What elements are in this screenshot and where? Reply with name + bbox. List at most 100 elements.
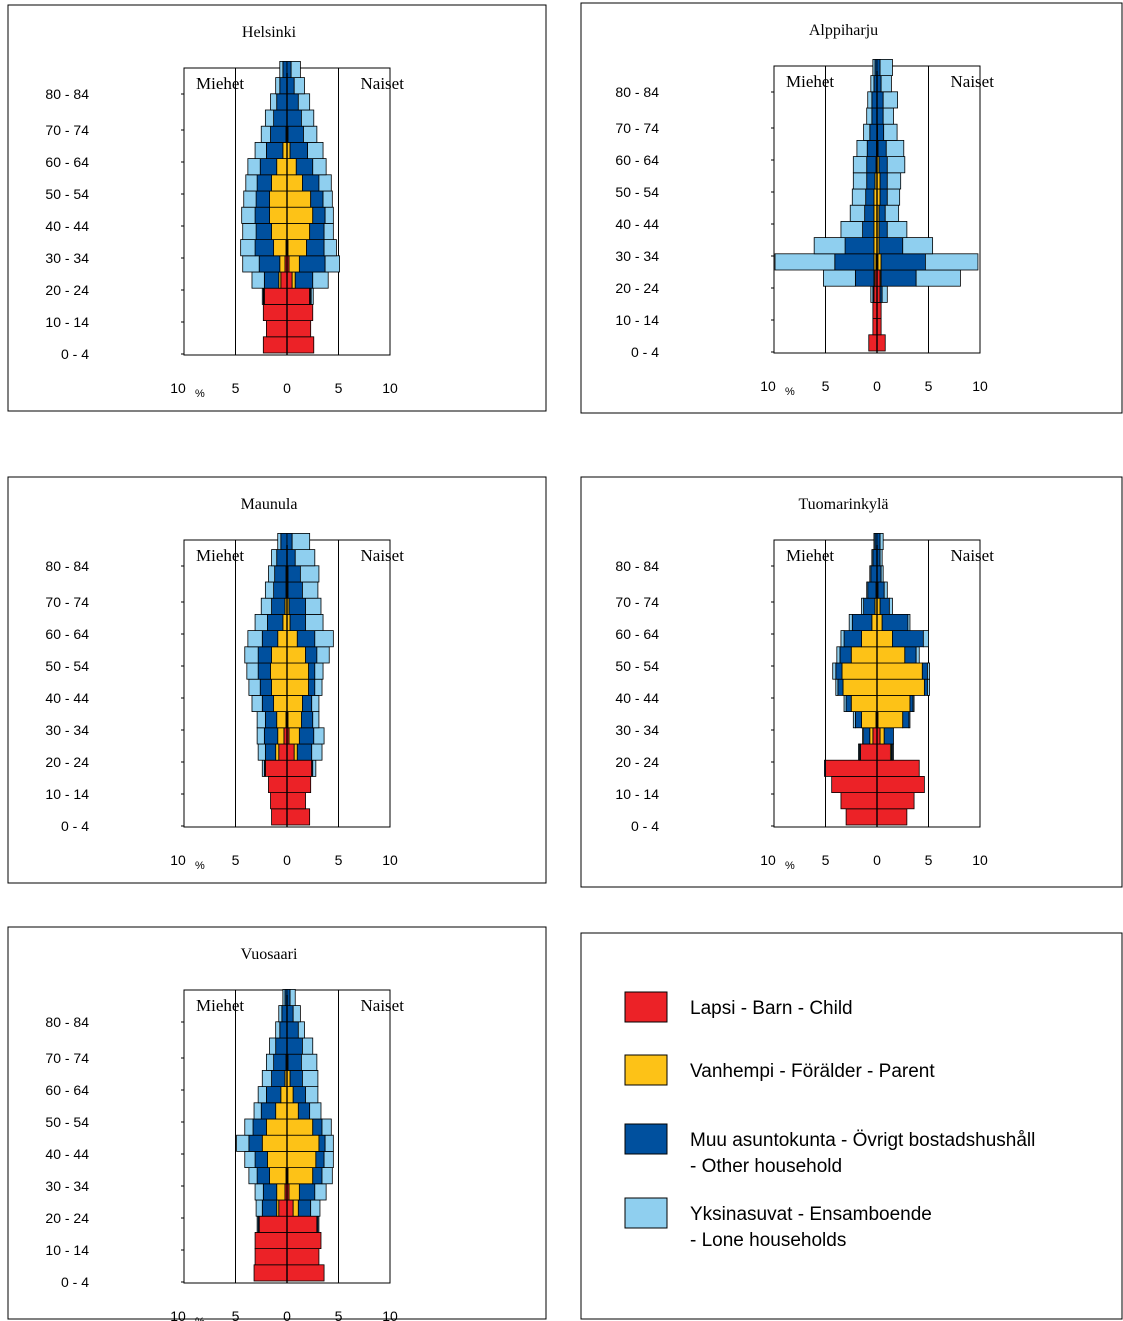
bar-women-other-household-age-7 <box>302 695 313 713</box>
x-tick-label: 5 <box>232 852 240 868</box>
bar-women-parent-age-9 <box>286 1118 314 1136</box>
bar-men-child-age-1 <box>270 792 288 810</box>
bar-men-lone-households-age-7 <box>251 695 263 713</box>
bar-women-lone-households-age-9 <box>321 1118 332 1136</box>
y-tick-label: 80 - 84 <box>45 1014 89 1030</box>
bar-women-child-age-0 <box>286 336 315 354</box>
men-label: Miehet <box>786 72 834 91</box>
y-tick-label: 70 - 74 <box>615 594 659 610</box>
bar-men-lone-households-age-10 <box>836 646 841 664</box>
bar-men-child-age-4 <box>278 1199 288 1217</box>
x-tick-label: 10 <box>382 380 398 396</box>
y-tick-label: 10 - 14 <box>615 786 659 802</box>
bar-women-lone-households-age-3 <box>312 759 317 777</box>
x-tick-label: 10 <box>760 852 776 868</box>
bar-men-lone-households-age-17 <box>282 989 286 1007</box>
bar-women-child-age-4 <box>286 1199 294 1217</box>
bar-men-child-age-3 <box>825 759 878 777</box>
bar-men-other-household-age-6 <box>854 711 862 729</box>
bar-men-other-household-age-6 <box>254 239 275 257</box>
y-tick-label: 40 - 44 <box>615 216 659 232</box>
bar-men-other-household-age-13 <box>273 1053 287 1071</box>
bar-men-other-household-age-5 <box>262 1183 278 1201</box>
bar-men-lone-households-age-9 <box>244 1118 254 1136</box>
bar-men-lone-households-age-6 <box>813 237 846 255</box>
x-tick-label: 5 <box>822 852 830 868</box>
bar-men-other-household-age-4 <box>263 271 280 289</box>
bar-women-other-household-age-6 <box>878 237 904 255</box>
bar-men-parent-age-5 <box>279 255 286 273</box>
bar-women-lone-households-age-11 <box>305 1086 319 1104</box>
bar-women-lone-households-age-3 <box>317 1215 320 1233</box>
y-tick-label: 50 - 54 <box>45 1114 89 1130</box>
bar-women-other-household-age-11 <box>892 630 924 648</box>
bar-women-lone-households-age-7 <box>886 220 908 238</box>
women-label: Naiset <box>951 72 995 91</box>
bar-men-lone-households-age-6 <box>240 239 256 257</box>
y-tick-label: 50 - 54 <box>615 658 659 674</box>
bar-women-parent-age-8 <box>876 678 925 696</box>
bar-women-other-household-age-4 <box>294 271 314 289</box>
legend: Lapsi - Barn - Child Vanhempi - Förälder … <box>580 932 1123 1320</box>
bar-men-other-household-age-10 <box>257 646 272 664</box>
bar-men-other-household-age-14 <box>867 581 877 599</box>
bar-men-other-household-age-8 <box>248 1134 263 1152</box>
bar-women-parent-age-6 <box>287 1167 314 1185</box>
bar-women-lone-households-age-17 <box>879 59 893 77</box>
bar-women-lone-households-age-7 <box>912 695 915 713</box>
bar-men-lone-households-age-15 <box>268 565 276 583</box>
bar-men-lone-households-age-5 <box>862 727 865 745</box>
bar-women-child-age-3 <box>286 759 313 777</box>
bar-women-lone-households-age-4 <box>915 269 961 287</box>
legend-swatch-lone-households <box>624 1197 668 1229</box>
bar-men-other-household-age-10 <box>260 1102 277 1120</box>
bar-women-lone-households-age-5 <box>314 1183 327 1201</box>
bar-women-child-age-1 <box>286 320 312 338</box>
y-tick-label: 50 - 54 <box>45 186 89 202</box>
bar-men-other-household-age-13 <box>270 125 287 143</box>
bar-men-other-household-age-6 <box>256 1167 270 1185</box>
bar-women-lone-households-age-16 <box>293 77 305 95</box>
bar-men-lone-households-age-16 <box>275 77 281 95</box>
bar-women-lone-households-age-10 <box>309 1102 322 1120</box>
bar-women-lone-households-age-15 <box>299 565 320 583</box>
bar-women-other-household-age-11 <box>295 158 314 176</box>
bar-men-other-household-age-9 <box>257 662 271 680</box>
y-tick-label: 60 - 64 <box>615 152 659 168</box>
bar-men-child-age-4 <box>278 743 288 761</box>
bar-men-other-household-age-7 <box>845 695 852 713</box>
y-tick-label: 40 - 44 <box>45 218 89 234</box>
bar-men-other-household-age-14 <box>871 107 878 125</box>
bar-women-lone-households-age-14 <box>302 581 319 599</box>
bar-women-lone-households-age-7 <box>323 1151 334 1169</box>
bar-men-lone-households-age-3 <box>870 285 874 303</box>
bar-men-lone-households-age-8 <box>248 678 261 696</box>
bar-women-parent-age-6 <box>877 711 904 729</box>
y-tick-label: 20 - 24 <box>615 280 659 296</box>
bar-men-parent-age-11 <box>276 158 288 176</box>
bar-men-other-household-age-7 <box>255 222 272 240</box>
bar-women-other-household-age-13 <box>287 1053 302 1071</box>
bar-men-parent-age-9 <box>841 662 878 680</box>
chart-maunula: Maunula Miehet Naiset 0 - 4 10 - 14 20 - 24 30… <box>7 476 547 884</box>
bar-men-lone-households-age-8 <box>241 206 256 224</box>
bar-men-other-household-age-11 <box>259 158 278 176</box>
bar-women-child-age-0 <box>286 808 311 826</box>
bar-women-lone-households-age-3 <box>310 287 314 305</box>
bar-men-lone-households-age-12 <box>254 141 267 159</box>
bar-men-other-household-age-5 <box>263 727 279 745</box>
bar-women-lone-households-age-3 <box>881 285 888 303</box>
bar-women-other-household-age-11 <box>292 1086 306 1104</box>
bar-women-parent-age-4 <box>293 743 298 761</box>
bar-men-child-age-1 <box>254 1248 288 1266</box>
bar-men-lone-households-age-6 <box>248 1167 258 1185</box>
bar-men-lone-households-age-7 <box>840 220 863 238</box>
women-label: Naiset <box>361 546 405 565</box>
bar-women-lone-households-age-9 <box>927 662 930 680</box>
bar-women-lone-households-age-16 <box>880 75 892 93</box>
bar-women-other-household-age-4 <box>296 743 313 761</box>
x-tick-label: 10 <box>170 380 186 396</box>
bar-men-lone-households-age-4 <box>823 269 856 287</box>
bar-women-other-household-age-12 <box>289 1070 303 1088</box>
bar-men-lone-households-age-16 <box>871 549 874 567</box>
